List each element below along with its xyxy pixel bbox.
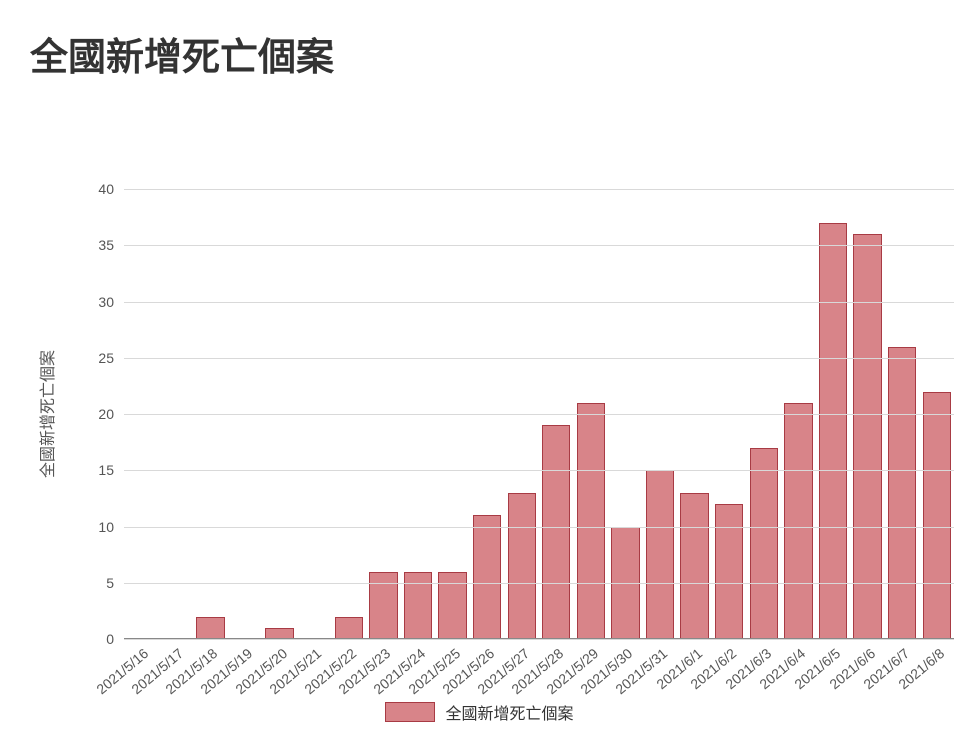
bar	[646, 470, 674, 639]
bar	[819, 223, 847, 639]
bar	[715, 504, 743, 639]
gridline	[124, 414, 954, 415]
plot-area: 05101520253035402021/5/162021/5/172021/5…	[124, 189, 954, 639]
y-tick-label: 40	[98, 181, 124, 197]
gridline	[124, 245, 954, 246]
bar	[404, 572, 432, 640]
y-tick-label: 35	[98, 237, 124, 253]
gridline	[124, 302, 954, 303]
chart-container: 全國新增死亡個案 全國新增死亡個案 05101520253035402021/5…	[0, 0, 959, 750]
y-tick-label: 15	[98, 462, 124, 478]
bar	[853, 234, 881, 639]
bar	[508, 493, 536, 639]
y-tick-label: 25	[98, 350, 124, 366]
bar	[750, 448, 778, 639]
gridline	[124, 527, 954, 528]
bar	[784, 403, 812, 639]
y-tick-label: 30	[98, 294, 124, 310]
gridline	[124, 583, 954, 584]
chart-title: 全國新增死亡個案	[30, 26, 935, 81]
gridline	[124, 470, 954, 471]
bar	[577, 403, 605, 639]
y-tick-label: 20	[98, 406, 124, 422]
bar	[888, 347, 916, 640]
gridline	[124, 358, 954, 359]
legend-label: 全國新增死亡個案	[445, 700, 573, 724]
bar	[369, 572, 397, 640]
legend: 全國新增死亡個案	[0, 700, 959, 724]
bar	[438, 572, 466, 640]
bar	[196, 617, 224, 640]
gridline	[124, 639, 954, 640]
y-tick-label: 5	[106, 575, 124, 591]
y-tick-label: 0	[106, 631, 124, 647]
bar	[680, 493, 708, 639]
y-axis-label: 全國新增死亡個案	[34, 350, 58, 478]
legend-swatch	[385, 702, 435, 722]
gridline	[124, 189, 954, 190]
bar	[542, 425, 570, 639]
bar	[335, 617, 363, 640]
y-tick-label: 10	[98, 519, 124, 535]
bar	[923, 392, 951, 640]
bar	[473, 515, 501, 639]
